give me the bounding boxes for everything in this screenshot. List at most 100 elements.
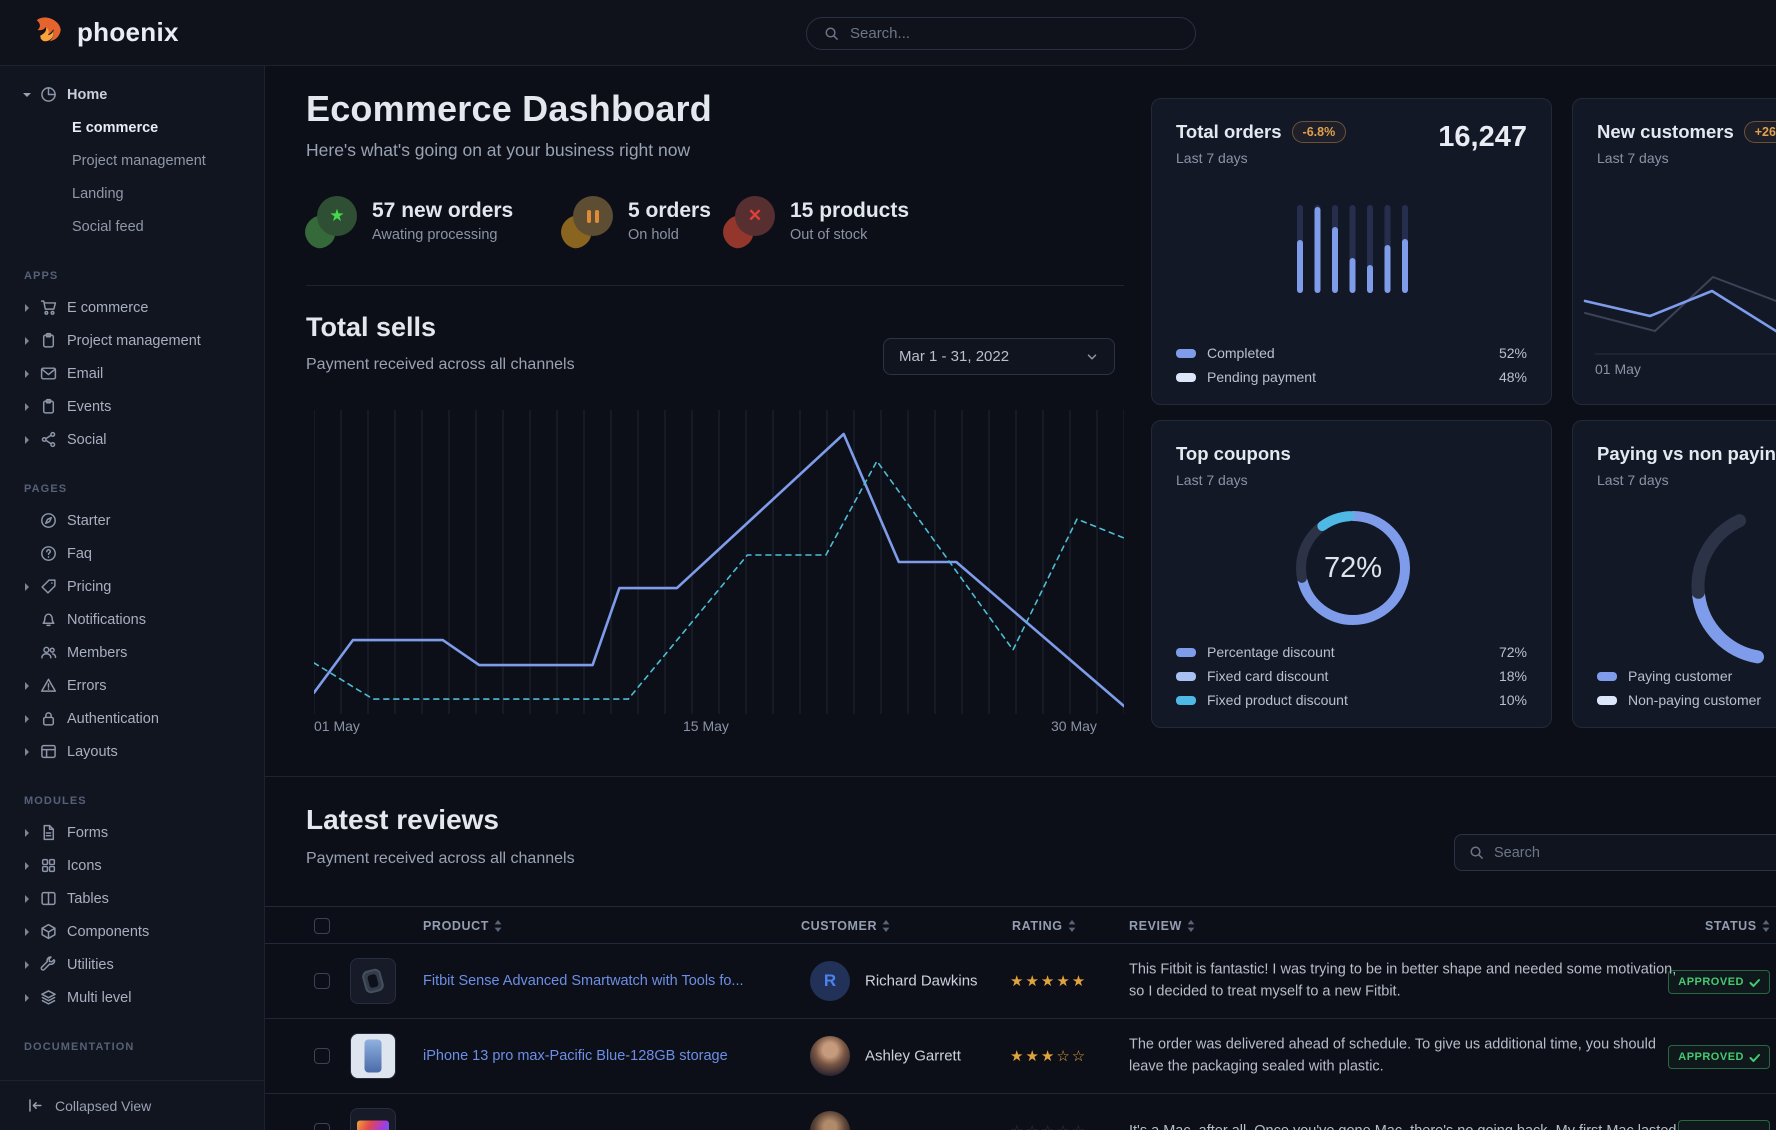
alert-icon <box>40 677 57 694</box>
clipboard-icon <box>40 332 57 349</box>
search-icon <box>824 26 839 41</box>
reviews-search-input[interactable]: Search <box>1454 834 1776 871</box>
caret-right-icon <box>24 402 30 411</box>
caret-right-icon <box>24 681 30 690</box>
avatar[interactable] <box>810 1036 850 1076</box>
product-link[interactable]: Fitbit Sense Advanced Smartwatch with To… <box>423 973 744 989</box>
caret-spacer <box>24 518 30 524</box>
product-link[interactable]: iPhone 13 pro max-Pacific Blue-128GB sto… <box>423 1048 728 1064</box>
sidebar-section-label: APPS <box>24 270 59 282</box>
sidebar-item-errors[interactable]: Errors <box>0 669 264 702</box>
legend-item: Fixed card discount 18% <box>1176 664 1527 688</box>
sidebar-item-home[interactable]: Home <box>0 78 264 111</box>
table-header: PRODUCT CUSTOMER RATING REVIEW STATUS <box>265 906 1776 944</box>
x-axis-label: 15 May <box>683 718 729 734</box>
row-checkbox[interactable] <box>314 1123 330 1130</box>
legend-value: 10% <box>1498 692 1527 708</box>
card-title: Paying vs non paying <box>1597 443 1776 464</box>
caret-spacer <box>24 551 30 557</box>
review-text: The order was delivered ahead of schedul… <box>1129 1036 1656 1075</box>
card-period: Last 7 days <box>1176 472 1248 488</box>
sidebar-item-tables[interactable]: Tables <box>0 882 264 915</box>
x-axis-label: 01 May <box>314 718 360 734</box>
product-image[interactable] <box>350 1108 396 1130</box>
caret-right-icon <box>24 582 30 591</box>
row-checkbox[interactable] <box>314 973 330 989</box>
avatar[interactable] <box>810 1111 850 1130</box>
grid-icon <box>40 857 57 874</box>
collapsed-view-toggle[interactable]: Collapsed View <box>0 1080 264 1130</box>
sidebar-item-components[interactable]: Components <box>0 915 264 948</box>
sidebar-item-project-management[interactable]: Project management <box>0 324 264 357</box>
product-image[interactable] <box>350 958 396 1004</box>
sidebar-item-authentication[interactable]: Authentication <box>0 702 264 735</box>
rating-stars: ☆☆☆☆☆ <box>1010 1122 1087 1130</box>
select-all-checkbox[interactable] <box>314 918 330 934</box>
column-header-review[interactable]: REVIEW <box>1129 919 1195 933</box>
collapsed-view-label: Collapsed View <box>55 1097 152 1114</box>
sidebar-item-members[interactable]: Members <box>0 636 264 669</box>
sidebar-subitem-project-management[interactable]: Project management <box>72 152 206 169</box>
sidebar-item-events[interactable]: Events <box>0 390 264 423</box>
date-range-value: Mar 1 - 31, 2022 <box>899 348 1010 365</box>
topbar-search-input[interactable]: Search... <box>806 17 1196 50</box>
latest-reviews-subtitle: Payment received across all channels <box>306 850 575 867</box>
sidebar-subitem-e-commerce[interactable]: E commerce <box>72 119 159 136</box>
check-icon <box>1749 978 1760 987</box>
date-range-select[interactable]: Mar 1 - 31, 2022 <box>883 338 1115 375</box>
legend-label: Pending payment <box>1207 369 1316 385</box>
brand[interactable]: phoenix <box>0 15 240 51</box>
caret-right-icon <box>24 369 30 378</box>
trend-badge: +26.5% <box>1743 121 1776 143</box>
legend-label: Percentage discount <box>1207 644 1335 660</box>
column-header-customer[interactable]: CUSTOMER <box>801 919 890 933</box>
legend-value: 48% <box>1498 369 1527 385</box>
sidebar-item-email[interactable]: Email <box>0 357 264 390</box>
trend-badge: -6.8% <box>1291 121 1347 143</box>
paying-arc-chart <box>1691 514 1764 664</box>
sidebar-item-pricing[interactable]: Pricing <box>0 570 264 603</box>
sidebar-item-forms[interactable]: Forms <box>0 816 264 849</box>
avatar[interactable]: R <box>810 961 850 1001</box>
legend-item: Pending payment 48% <box>1176 365 1527 389</box>
caret-right-icon <box>24 747 30 756</box>
phoenix-logo-icon <box>36 16 61 41</box>
x-icon: ✕ <box>735 196 775 236</box>
sidebar-item-utilities[interactable]: Utilities <box>0 948 264 981</box>
sidebar-item-social[interactable]: Social <box>0 423 264 456</box>
collapse-icon <box>27 1097 44 1114</box>
cart-icon <box>40 299 57 316</box>
sidebar-section-label: PAGES <box>24 483 68 495</box>
sidebar-item-icons[interactable]: Icons <box>0 849 264 882</box>
total-sells-subtitle: Payment received across all channels <box>306 356 575 373</box>
page-title: Ecommerce Dashboard <box>306 88 712 129</box>
file-icon <box>40 824 57 841</box>
caret-right-icon <box>24 894 30 903</box>
column-header-rating[interactable]: RATING <box>1012 919 1076 933</box>
lock-icon <box>40 710 57 727</box>
caret-right-icon <box>24 861 30 870</box>
sidebar-item-layouts[interactable]: Layouts <box>0 735 264 768</box>
laptop-thumbnail <box>357 1120 389 1130</box>
customer-name: Ashley Garrett <box>865 1047 961 1065</box>
brand-name: phoenix <box>77 17 179 47</box>
sidebar-subitem-social-feed[interactable]: Social feed <box>72 218 144 235</box>
topbar: phoenix Search... <box>0 0 1776 66</box>
sidebar-subitem-landing[interactable]: Landing <box>72 185 124 202</box>
sidebar-item-faq[interactable]: Faq <box>0 537 264 570</box>
product-image[interactable] <box>350 1033 396 1079</box>
column-header-status[interactable]: STATUS <box>1705 919 1770 933</box>
rating-stars: ★★★★★ <box>1010 973 1088 990</box>
coupons-donut-chart <box>1296 511 1410 625</box>
sidebar-item-multi-level[interactable]: Multi level <box>0 981 264 1014</box>
row-checkbox[interactable] <box>314 1048 330 1064</box>
table-row: iPhone 13 pro max-Pacific Blue-128GB sto… <box>265 1019 1776 1094</box>
sort-icon <box>882 920 890 932</box>
sidebar-item-starter[interactable]: Starter <box>0 504 264 537</box>
sidebar-item-notifications[interactable]: Notifications <box>0 603 264 636</box>
new-customers-card: New customers +26.5% Last 7 days 01 May <box>1572 98 1776 405</box>
legend-label: Fixed product discount <box>1207 692 1348 708</box>
column-header-product[interactable]: PRODUCT <box>423 919 502 933</box>
sidebar-item-e-commerce[interactable]: E commerce <box>0 291 264 324</box>
total-orders-value: 16,247 <box>1438 121 1527 153</box>
